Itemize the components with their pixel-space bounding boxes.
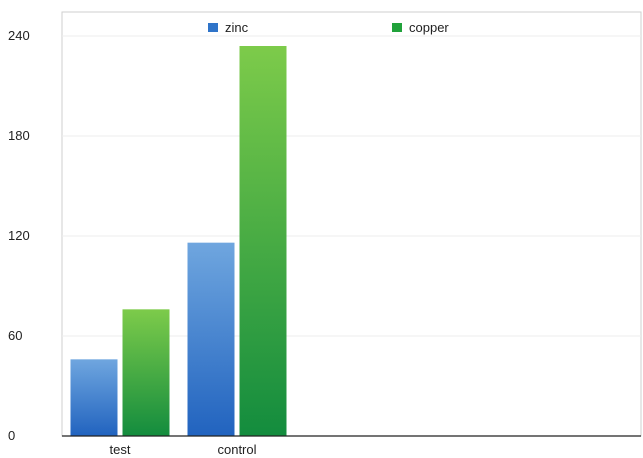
bar-zinc-control	[187, 242, 235, 436]
legend-swatch-zinc	[208, 23, 218, 32]
legend: zinc copper	[208, 20, 449, 35]
x-tick-label: control	[217, 442, 256, 457]
bar-copper-test	[122, 309, 170, 436]
legend-label-copper: copper	[409, 20, 449, 35]
legend-label-zinc: zinc	[225, 20, 249, 35]
bar-copper-control	[239, 46, 287, 436]
y-tick-label: 180	[8, 128, 30, 143]
bar-zinc-test	[70, 359, 118, 436]
axes: 0 60 120 180 240 test control	[8, 28, 641, 457]
legend-swatch-copper	[392, 23, 402, 32]
bars	[70, 46, 287, 436]
y-tick-label: 120	[8, 228, 30, 243]
gridlines	[62, 35, 641, 337]
y-tick-label: 60	[8, 328, 22, 343]
x-tick-label: test	[110, 442, 131, 457]
y-tick-label: 240	[8, 28, 30, 43]
y-tick-label: 0	[8, 428, 15, 443]
